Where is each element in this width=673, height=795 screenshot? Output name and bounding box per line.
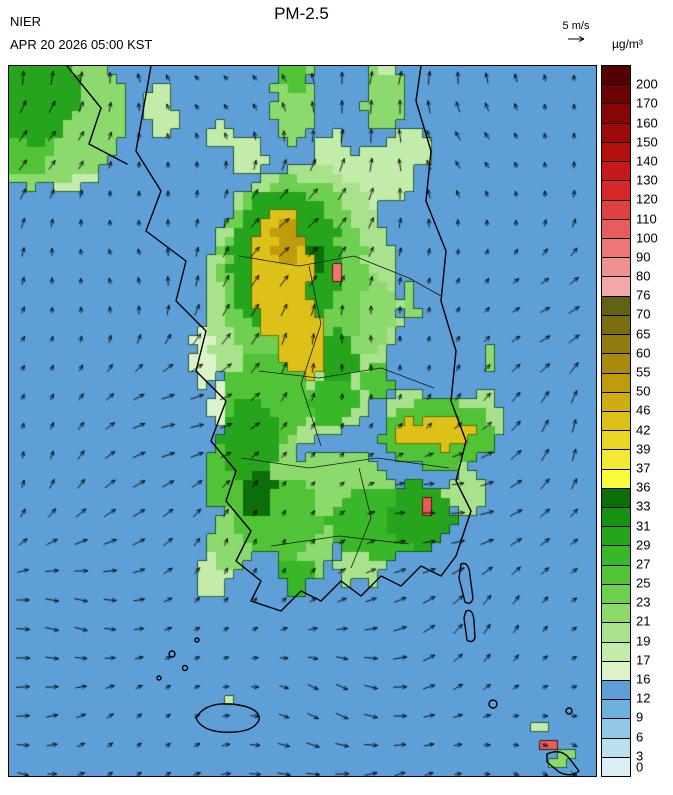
- colorbar-tick-label: 76: [636, 287, 651, 303]
- colorbar-tick-label: 25: [636, 575, 651, 591]
- colorbar-segment: [602, 700, 630, 720]
- colorbar-tick-label: 50: [636, 383, 651, 399]
- colorbar-segment: [602, 162, 630, 182]
- colorbar-tick-label: 9: [636, 709, 644, 725]
- colorbar-tick-label: 130: [636, 172, 658, 188]
- colorbar-tick-label: 140: [636, 153, 658, 169]
- colorbar-tick-label: 120: [636, 191, 658, 207]
- colorbar-ticks: 0 3 6 9 12 16 17 19 21 23 25 27 29 31 33 36 37 39 42 46 50 55…: [636, 65, 672, 775]
- colorbar-tick-label: 200: [636, 76, 658, 92]
- colorbar-tick-label: 100: [636, 230, 658, 246]
- colorbar: [601, 65, 631, 777]
- page-title: PM-2.5: [274, 4, 329, 23]
- colorbar-tick-label: 110: [636, 211, 657, 226]
- colorbar-segment: [602, 565, 630, 585]
- colorbar-tick-label: 60: [636, 345, 651, 361]
- colorbar-segment: [602, 546, 630, 566]
- colorbar-segment: [602, 66, 630, 86]
- colorbar-segment: [602, 450, 630, 470]
- colorbar-segment: [602, 431, 630, 451]
- colorbar-tick-label: 6: [636, 729, 644, 745]
- wind-reference-label: 5 m/s: [562, 20, 590, 32]
- wind-reference-arrow-icon: [568, 36, 585, 42]
- colorbar-segment: [602, 85, 630, 105]
- colorbar-tick-label: 31: [636, 518, 651, 534]
- colorbar-segment: [602, 642, 630, 662]
- colorbar-segment: [602, 508, 630, 528]
- colorbar-tick-label: 3: [636, 748, 644, 764]
- colorbar-segment: [602, 238, 630, 259]
- colorbar-tick-label: 55: [636, 364, 651, 380]
- colorbar-segment: [602, 104, 630, 124]
- colorbar-tick-label: 33: [636, 498, 651, 514]
- colorbar-tick-label: 29: [636, 537, 651, 553]
- colorbar-tick-label: 65: [636, 326, 651, 342]
- colorbar-segment: [602, 757, 630, 777]
- colorbar-tick-label: 27: [636, 556, 651, 572]
- colorbar-segment: [602, 604, 630, 624]
- colorbar-segment: [602, 623, 630, 643]
- colorbar-segment: [602, 296, 630, 316]
- colorbar-tick-label: 19: [636, 633, 651, 649]
- colorbar-tick-label: 0: [636, 759, 644, 775]
- colorbar-segment: [602, 681, 630, 701]
- colorbar-segment: [602, 738, 630, 758]
- source-label: NIER: [10, 14, 42, 29]
- colorbar-tick-label: 70: [636, 306, 651, 322]
- colorbar-segment: [602, 335, 630, 355]
- timestamp: APR 20 2026 05:00 KST: [10, 37, 153, 52]
- colorbar-tick-label: 12: [636, 690, 651, 706]
- colorbar-segment: [602, 354, 630, 374]
- colorbar-segment: [602, 411, 630, 432]
- colorbar-tick-label: 36: [636, 479, 651, 495]
- colorbar-segment: [602, 181, 630, 201]
- colorbar-tick-label: 150: [636, 134, 658, 150]
- colorbar-segment: [602, 200, 630, 220]
- colorbar-tick-label: 46: [636, 402, 651, 418]
- colorbar-segment: [602, 315, 630, 336]
- colorbar-segment: [602, 142, 630, 163]
- wind-vector-arrows: [9, 66, 596, 776]
- colorbar-segment: [602, 219, 630, 239]
- colorbar-tick-label: 90: [636, 249, 651, 265]
- colorbar-tick-label: 17: [636, 652, 651, 668]
- units-label: µg/m³: [612, 37, 643, 51]
- colorbar-segment: [602, 258, 630, 278]
- colorbar-tick-label: 16: [636, 671, 651, 687]
- colorbar-tick-label: 80: [636, 268, 651, 284]
- colorbar-segment: [602, 719, 630, 739]
- colorbar-segment: [602, 123, 630, 143]
- colorbar-tick-label: 37: [636, 460, 651, 476]
- colorbar-tick-label: 42: [636, 422, 651, 438]
- colorbar-segment: [602, 527, 630, 547]
- colorbar-segment: [602, 469, 630, 489]
- colorbar-tick-label: 23: [636, 594, 651, 610]
- concentration-map: [8, 65, 597, 777]
- colorbar-tick-label: 21: [636, 613, 651, 629]
- colorbar-segment: [602, 488, 630, 509]
- colorbar-tick-label: 160: [636, 115, 658, 131]
- colorbar-tick-label: 39: [636, 441, 651, 457]
- colorbar-tick-label: 170: [636, 95, 658, 111]
- colorbar-segment: [602, 661, 630, 681]
- colorbar-segment: [602, 373, 630, 393]
- colorbar-segment: [602, 277, 630, 297]
- colorbar-segment: [602, 584, 630, 605]
- colorbar-segment: [602, 392, 630, 412]
